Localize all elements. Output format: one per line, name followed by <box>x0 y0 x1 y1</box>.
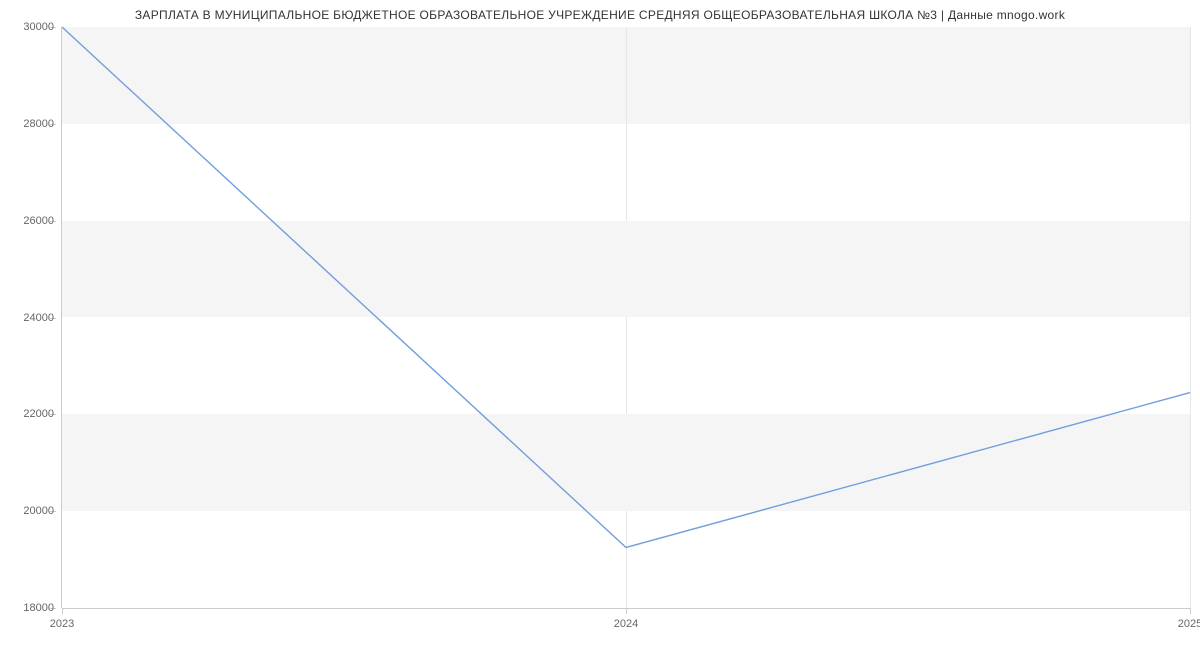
series-line <box>62 27 1190 547</box>
x-axis-label: 2025 <box>1178 618 1200 630</box>
x-tick <box>62 608 63 614</box>
y-axis-label: 30000 <box>23 21 54 33</box>
chart-title: ЗАРПЛАТА В МУНИЦИПАЛЬНОЕ БЮДЖЕТНОЕ ОБРАЗ… <box>0 8 1200 22</box>
y-axis-label: 20000 <box>23 505 54 517</box>
y-axis-line <box>61 27 62 608</box>
data-line <box>62 27 1190 608</box>
x-tick <box>626 608 627 614</box>
y-axis-label: 28000 <box>23 118 54 130</box>
x-axis-label: 2023 <box>50 618 74 630</box>
salary-line-chart: ЗАРПЛАТА В МУНИЦИПАЛЬНОЕ БЮДЖЕТНОЕ ОБРАЗ… <box>0 0 1200 650</box>
x-axis-label: 2024 <box>614 618 638 630</box>
y-axis-label: 24000 <box>23 312 54 324</box>
y-axis-label: 26000 <box>23 215 54 227</box>
y-axis-label: 18000 <box>23 602 54 614</box>
grid-vertical-line <box>1190 27 1191 608</box>
x-tick <box>1190 608 1191 614</box>
y-axis-label: 22000 <box>23 408 54 420</box>
plot-area <box>62 27 1190 608</box>
